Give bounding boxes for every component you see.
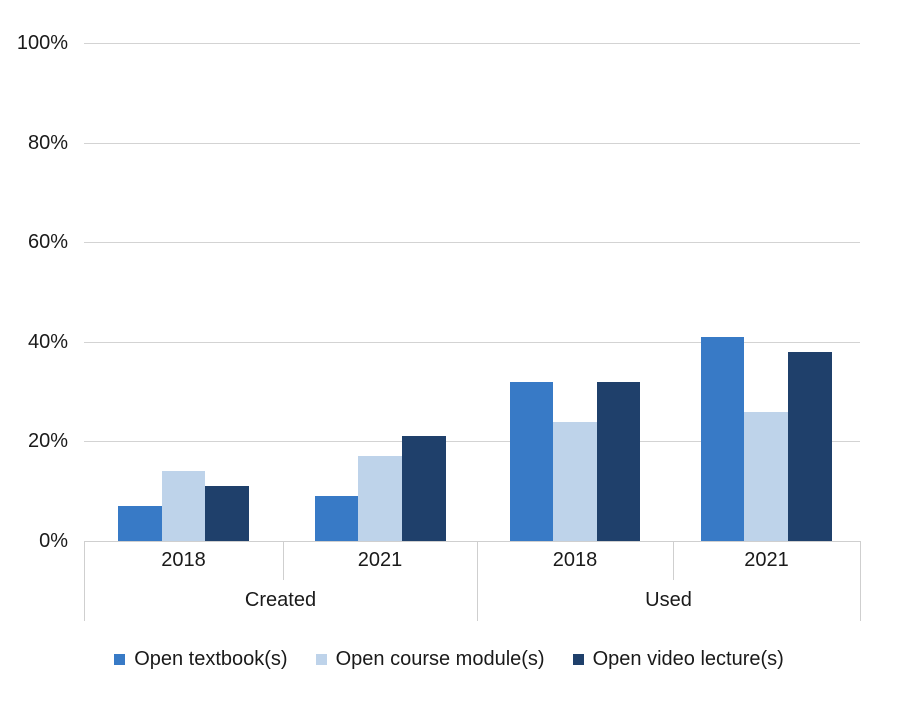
y-tick-label: 80% (27, 132, 68, 154)
x-tick-year: 2021 (744, 549, 789, 571)
gridline-100 (84, 43, 860, 44)
gridline-40 (84, 342, 860, 343)
legend-item-1: Open course module(s) (315, 648, 545, 671)
axis-separator-year-created (283, 541, 284, 580)
bar-used-2018-series-1 (553, 421, 597, 541)
bar-used-2021-series-0 (700, 336, 745, 541)
bar-created-2021-series-1 (358, 456, 403, 541)
legend-item-0: Open textbook(s) (114, 648, 288, 671)
legend: Open textbook(s) Open course module(s) Ope… (0, 648, 898, 671)
x-tick-year: 2018 (161, 549, 206, 571)
legend-marker-icon (315, 654, 327, 665)
plot-area (84, 43, 860, 541)
legend-item-2: Open video lecture(s) (572, 648, 784, 671)
bar-used-2021-series-2 (788, 351, 832, 541)
axis-separator-year-used (673, 541, 674, 580)
x-group-label-used: Used (645, 589, 692, 611)
y-tick-label: 40% (27, 331, 68, 353)
x-tick-year: 2018 (552, 549, 598, 571)
bar-used-2021-series-1 (744, 411, 789, 541)
bar-created-2018-series-2 (205, 486, 249, 541)
gridline-80 (84, 143, 860, 144)
y-tick-label: 0% (39, 530, 68, 552)
gridline-60 (84, 242, 860, 243)
y-tick-label: 100% (16, 32, 68, 54)
bar-created-2021-series-0 (314, 496, 359, 541)
axis-separator-right (860, 541, 861, 621)
x-axis-line (84, 541, 861, 542)
bar-created-2018-series-0 (118, 506, 162, 541)
bar-used-2018-series-0 (509, 381, 554, 541)
legend-marker-icon (114, 654, 126, 665)
x-tick-year: 2021 (357, 549, 403, 571)
bar-used-2018-series-2 (596, 381, 641, 541)
legend-marker-icon (572, 654, 584, 665)
legend-label: Open course module(s) (335, 648, 545, 670)
legend-label: Open video lecture(s) (592, 648, 784, 670)
axis-separator-created-used (477, 541, 478, 621)
gridline-20 (84, 441, 860, 442)
y-tick-label: 60% (27, 231, 68, 253)
legend-label: Open textbook(s) (134, 648, 288, 670)
bar-created-2018-series-1 (161, 471, 206, 541)
y-tick-label: 20% (27, 430, 68, 452)
bar-created-2021-series-2 (402, 436, 446, 541)
axis-separator-left (84, 541, 85, 621)
x-group-label-created: Created (244, 589, 317, 611)
